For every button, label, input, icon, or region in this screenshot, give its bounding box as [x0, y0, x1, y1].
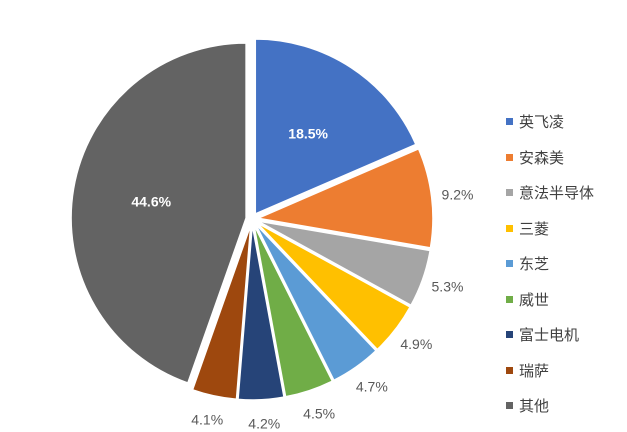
legend-item-5: 东芝	[506, 246, 621, 282]
pie-slice-8	[191, 224, 252, 401]
legend-item-4: 三菱	[506, 211, 621, 247]
legend-label-3: 意法半导体	[519, 184, 595, 203]
pie-slice-9	[70, 42, 247, 384]
data-label-6: 4.5%	[303, 405, 335, 421]
legend-swatch-5	[506, 260, 513, 268]
legend-item-2: 安森美	[506, 140, 621, 176]
legend-swatch-4	[506, 224, 513, 232]
pie-slice-6	[253, 224, 334, 398]
legend-swatch-1	[506, 118, 513, 126]
pie-slice-5	[254, 223, 378, 382]
legend-item-1: 英飞凌	[506, 104, 621, 140]
legend-swatch-8	[506, 366, 513, 374]
data-label-8: 4.1%	[191, 411, 223, 427]
legend-item-7: 富士电机	[506, 317, 621, 353]
legend-label-1: 英飞凌	[519, 113, 565, 132]
chart-legend: 英飞凌安森美意法半导体三菱东芝威世富士电机瑞萨其他	[506, 104, 621, 424]
legend-swatch-7	[506, 331, 513, 339]
pie-slice-3	[257, 220, 432, 307]
legend-label-5: 东芝	[519, 255, 550, 274]
data-label-7: 4.2%	[248, 416, 280, 432]
legend-label-2: 安森美	[519, 148, 565, 167]
data-label-5: 4.7%	[356, 379, 388, 395]
legend-item-3: 意法半导体	[506, 175, 621, 211]
pie-slice-2	[255, 147, 434, 249]
legend-swatch-6	[506, 295, 513, 303]
pie-slice-1	[254, 38, 417, 216]
legend-item-9: 其他	[506, 388, 621, 424]
data-label-4: 4.9%	[400, 336, 432, 352]
data-label-3: 5.3%	[432, 279, 464, 295]
legend-label-6: 威世	[519, 290, 550, 309]
data-label-1: 18.5%	[288, 126, 328, 142]
pie-slice-4	[256, 222, 412, 351]
legend-label-9: 其他	[519, 397, 550, 416]
legend-label-8: 瑞萨	[519, 361, 550, 380]
legend-item-8: 瑞萨	[506, 353, 621, 389]
legend-item-6: 威世	[506, 282, 621, 318]
legend-swatch-3	[506, 189, 513, 197]
data-label-9: 44.6%	[131, 194, 171, 210]
legend-swatch-9	[506, 402, 513, 410]
legend-swatch-2	[506, 153, 513, 161]
legend-label-7: 富士电机	[519, 326, 580, 345]
legend-label-4: 三菱	[519, 219, 550, 238]
data-label-2: 9.2%	[442, 187, 474, 203]
pie-slice-7	[237, 224, 285, 401]
